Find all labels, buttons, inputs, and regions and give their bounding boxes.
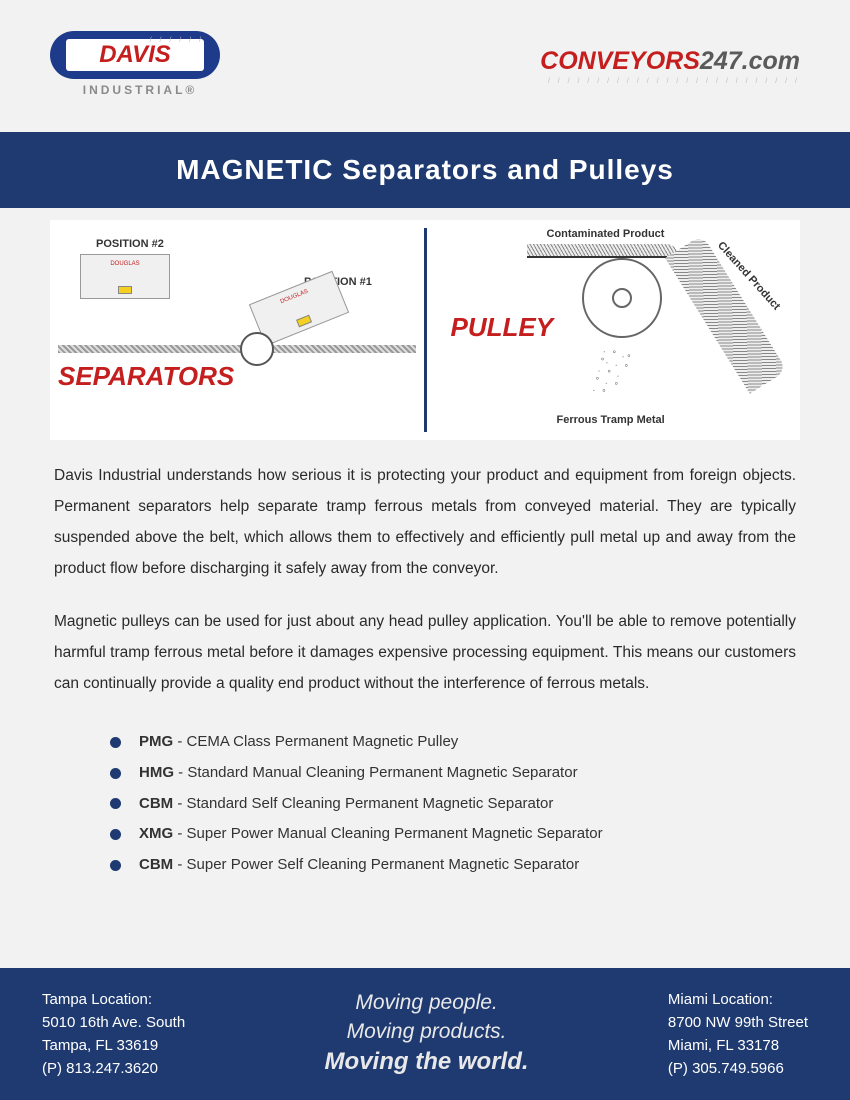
- conveyor-belt-icon: [58, 345, 416, 353]
- logo-stripes-icon: / / / / / /: [150, 37, 204, 44]
- ferrous-particles-icon: · ° ·°°· · °· ° ·° · °· °: [591, 347, 633, 403]
- pulley-label: PULLEY: [451, 312, 554, 343]
- bullet-icon: [110, 768, 121, 779]
- tampa-location: Tampa Location: 5010 16th Ave. South Tam…: [42, 988, 185, 1081]
- product-list: PMG - CEMA Class Permanent Magnetic Pull…: [0, 721, 850, 881]
- product-code: HMG: [139, 764, 174, 781]
- tampa-phone: (P) 813.247.3620: [42, 1057, 185, 1080]
- footer: Tampa Location: 5010 16th Ave. South Tam…: [0, 968, 850, 1100]
- tampa-addr2: Tampa, FL 33619: [42, 1034, 185, 1057]
- list-item: XMG - Super Power Manual Cleaning Perman…: [110, 819, 796, 850]
- list-item: HMG - Standard Manual Cleaning Permanent…: [110, 758, 796, 789]
- conveyors-logo-text: CONVEYORS247.com: [540, 47, 800, 76]
- product-code: CBM: [139, 856, 173, 873]
- miami-phone: (P) 305.749.5966: [668, 1057, 808, 1080]
- tagline-2: Moving products.: [325, 1018, 529, 1046]
- separators-diagram: POSITION #2 POSITION #1 DOUGLAS DOUGLAS …: [50, 220, 424, 440]
- miami-addr2: Miami, FL 33178: [668, 1034, 808, 1057]
- davis-logo-subtext: INDUSTRIAL®: [50, 83, 230, 97]
- product-desc: - Super Power Manual Cleaning Permanent …: [173, 825, 602, 842]
- miami-addr1: 8700 NW 99th Street: [668, 1011, 808, 1034]
- product-code: PMG: [139, 733, 173, 750]
- conveyors-logo-part1: CONVEYORS: [540, 47, 700, 75]
- tagline-3: Moving the world.: [325, 1046, 529, 1078]
- product-desc: - Super Power Self Cleaning Permanent Ma…: [173, 856, 579, 873]
- product-code: CBM: [139, 795, 173, 812]
- separators-label: SEPARATORS: [58, 361, 234, 392]
- page-title: MAGNETIC Separators and Pulleys: [0, 132, 850, 208]
- davis-logo: / / / / / / DAVIS INDUSTRIAL®: [50, 31, 230, 101]
- list-item: CBM - Standard Self Cleaning Permanent M…: [110, 789, 796, 820]
- header: / / / / / / DAVIS INDUSTRIAL® CONVEYORS2…: [0, 0, 850, 132]
- logo-stripes-icon: / / / / / / / / / / / / / / / / / / / / …: [540, 78, 800, 85]
- conveyors-logo-part3: .com: [742, 47, 800, 75]
- product-code: XMG: [139, 825, 173, 842]
- separator-box-icon: DOUGLAS: [80, 254, 170, 299]
- belt-line-icon: [527, 256, 667, 258]
- pulley-diagram: Contaminated Product Cleaned Product Fer…: [427, 220, 801, 440]
- box-brand-label: DOUGLAS: [81, 255, 169, 267]
- ferrous-label: Ferrous Tramp Metal: [557, 414, 665, 426]
- bullet-icon: [110, 860, 121, 871]
- paragraph-1: Davis Industrial understands how serious…: [54, 460, 796, 584]
- tagline: Moving people. Moving products. Moving t…: [325, 989, 529, 1078]
- list-item: CBM - Super Power Self Cleaning Permanen…: [110, 850, 796, 881]
- paragraph-2: Magnetic pulleys can be used for just ab…: [54, 606, 796, 699]
- diagram-area: POSITION #2 POSITION #1 DOUGLAS DOUGLAS …: [50, 220, 800, 440]
- product-desc: - Standard Self Cleaning Permanent Magne…: [173, 795, 553, 812]
- tampa-addr1: 5010 16th Ave. South: [42, 1011, 185, 1034]
- body-text: Davis Industrial understands how serious…: [0, 440, 850, 699]
- conveyors-logo: CONVEYORS247.com / / / / / / / / / / / /…: [540, 47, 800, 85]
- conveyors-logo-part2: 247: [700, 47, 742, 75]
- product-desc: - Standard Manual Cleaning Permanent Mag…: [174, 764, 578, 781]
- roller-icon: [240, 332, 274, 366]
- miami-title: Miami Location:: [668, 988, 808, 1011]
- box-brand-label: DOUGLAS: [250, 272, 336, 316]
- position2-label: POSITION #2: [96, 238, 164, 250]
- tagline-1: Moving people.: [325, 989, 529, 1017]
- product-desc: - CEMA Class Permanent Magnetic Pulley: [173, 733, 458, 750]
- tampa-title: Tampa Location:: [42, 988, 185, 1011]
- davis-logo-oval: / / / / / / DAVIS: [50, 31, 220, 79]
- contaminated-label: Contaminated Product: [547, 228, 665, 240]
- pulley-wheel-icon: [582, 258, 662, 338]
- bullet-icon: [110, 737, 121, 748]
- warning-tag-icon: [118, 286, 132, 294]
- warning-tag-icon: [296, 315, 312, 328]
- bullet-icon: [110, 829, 121, 840]
- list-item: PMG - CEMA Class Permanent Magnetic Pull…: [110, 727, 796, 758]
- miami-location: Miami Location: 8700 NW 99th Street Miam…: [668, 988, 808, 1081]
- bullet-icon: [110, 798, 121, 809]
